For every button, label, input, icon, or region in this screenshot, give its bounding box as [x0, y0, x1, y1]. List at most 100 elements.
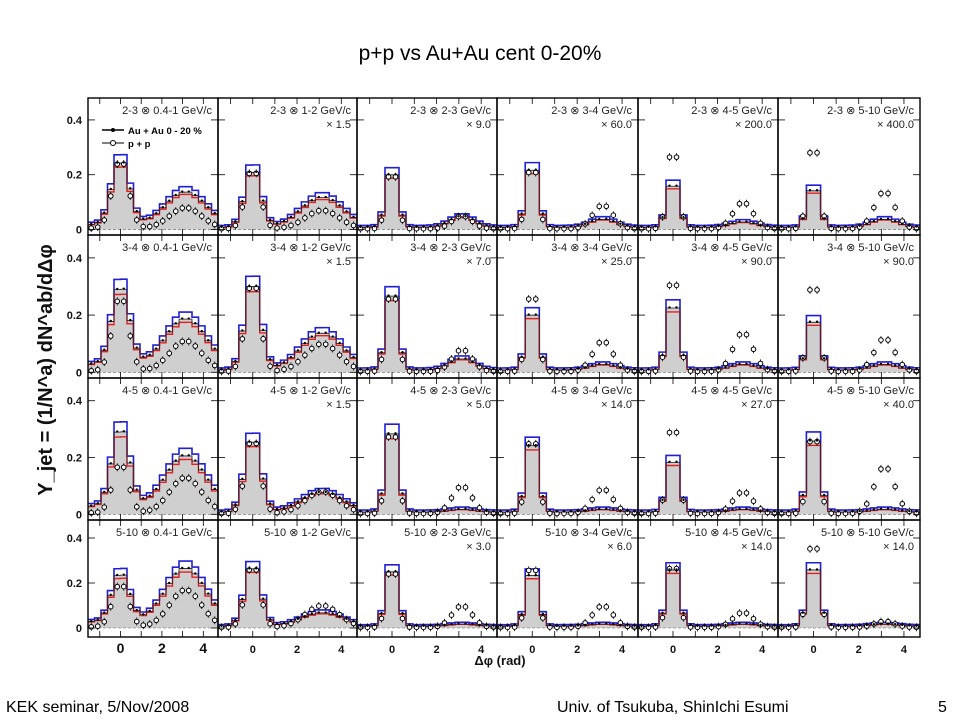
pp-point — [885, 190, 891, 197]
auau-point — [499, 368, 502, 371]
auau-point — [129, 461, 132, 464]
pp-point — [518, 615, 525, 621]
auau-point — [268, 502, 272, 505]
pp-point — [114, 298, 121, 305]
auau-point — [717, 367, 720, 370]
auau-point — [731, 221, 734, 225]
auau-point — [422, 624, 425, 627]
auau-point — [359, 225, 362, 228]
auau-point — [794, 367, 797, 371]
pp-point — [114, 583, 121, 590]
pp-point — [107, 603, 114, 610]
auau-point — [703, 225, 706, 228]
auau-point — [710, 510, 713, 513]
auau-point — [689, 367, 692, 370]
panel-label: 2-3 ⊗ 0.4-1 GeV/c — [122, 105, 212, 117]
y-tick-label: 0 — [76, 225, 82, 237]
auau-point — [248, 170, 251, 174]
panel-scale-factor: × 5.0 — [466, 399, 491, 411]
pp-point — [101, 359, 108, 365]
pp-point — [399, 615, 406, 622]
auau-point — [520, 612, 523, 616]
pp-point — [94, 366, 101, 373]
auau-histogram — [497, 314, 638, 371]
auau-point — [661, 353, 664, 357]
auau-point — [338, 341, 341, 345]
auau-point — [696, 624, 699, 627]
auau-point — [534, 444, 537, 447]
auau-point — [109, 462, 112, 465]
panel-label: 4-5 ⊗ 1-2 GeV/c — [270, 385, 351, 397]
x-tick-label: 4 — [338, 644, 345, 656]
pp-point — [736, 610, 743, 616]
panel-label: 2-3 ⊗ 3-4 GeV/c — [551, 105, 632, 117]
auau-point — [241, 329, 244, 332]
auau-point — [689, 623, 692, 627]
auau-fill — [778, 321, 920, 373]
auau-point — [513, 367, 516, 370]
auau-point — [268, 218, 272, 221]
auau-systematic-outer — [357, 423, 497, 511]
auau-point — [605, 362, 608, 366]
panel-label: 2-3 ⊗ 5-10 GeV/c — [827, 105, 914, 117]
auau-point — [794, 225, 797, 228]
auau-point — [534, 313, 537, 316]
auau-point — [331, 612, 334, 616]
auau-point — [352, 355, 355, 359]
auau-point — [915, 368, 918, 371]
auau-point — [142, 355, 145, 358]
pp-point — [166, 602, 173, 608]
pp-point — [185, 475, 192, 481]
panel-3-4-2 — [217, 234, 358, 379]
panel-label: 2-3 ⊗ 4-5 GeV/c — [691, 105, 772, 117]
auau-point — [116, 161, 119, 164]
pp-point — [750, 346, 757, 353]
auau-point — [808, 320, 812, 323]
pp-point — [385, 296, 392, 302]
pp-point — [260, 204, 266, 210]
auau-point — [359, 368, 362, 371]
auau-point — [148, 609, 151, 612]
auau-point — [548, 623, 552, 627]
pp-point — [239, 336, 246, 342]
auau-systematic-outer — [497, 161, 638, 227]
auau-point — [261, 328, 265, 332]
pp-point — [94, 509, 101, 515]
auau-point — [450, 218, 453, 221]
auau-fill — [778, 440, 920, 515]
auau-point — [576, 224, 580, 227]
panel-scale-factor: × 1.5 — [326, 119, 351, 131]
panel-5-10-1 — [87, 519, 219, 638]
auau-point — [879, 362, 883, 366]
auau-point — [759, 223, 762, 226]
auau-point — [345, 617, 348, 621]
panel-5-10-3 — [356, 519, 498, 638]
y-tick-label: 0.2 — [67, 170, 82, 182]
auau-point — [148, 216, 151, 219]
auau-point — [116, 430, 119, 433]
pp-point — [673, 154, 680, 160]
auau-point — [168, 199, 171, 202]
auau-fill — [638, 185, 778, 230]
auau-histogram — [497, 445, 638, 513]
pp-point — [343, 358, 350, 365]
auau-point — [227, 367, 230, 370]
auau-point — [654, 225, 657, 228]
panel-4-5-4 — [496, 377, 639, 521]
pp-point — [153, 362, 160, 369]
auau-point — [527, 444, 530, 447]
auau-point — [415, 624, 418, 627]
auau-point — [703, 510, 706, 513]
pp-point — [885, 337, 891, 343]
auau-point — [289, 355, 293, 359]
auau-histogram — [357, 295, 497, 371]
panel-label: 5-10 ⊗ 2-3 GeV/c — [404, 527, 491, 539]
auau-point — [310, 492, 314, 496]
pp-point — [315, 603, 322, 609]
pp-point — [729, 346, 736, 353]
pp-point — [532, 296, 539, 302]
panel-scale-factor: × 27.0 — [741, 399, 772, 411]
auau-point — [865, 366, 868, 369]
pp-point — [863, 501, 870, 507]
